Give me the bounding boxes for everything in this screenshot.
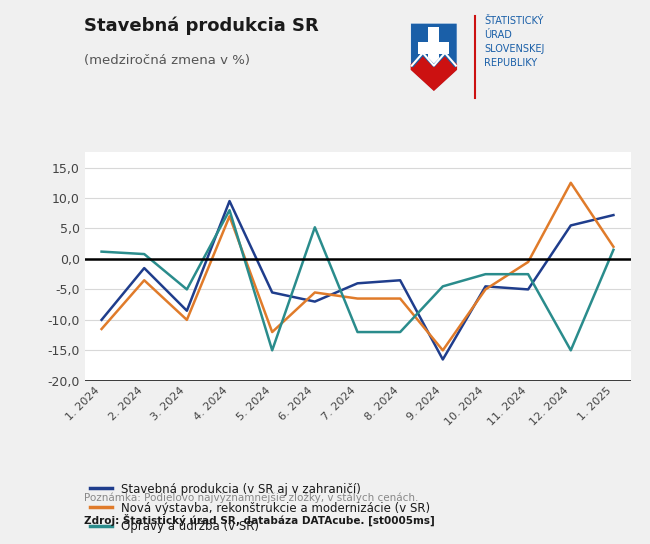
Text: Zdroj: Štatistický úrad SR, databáza DATAcube. [st0005ms]: Zdroj: Štatistický úrad SR, databáza DAT…: [84, 514, 436, 527]
Text: Stavebná produkcia SR: Stavebná produkcia SR: [84, 16, 319, 35]
Text: Poznámka: Podielovo najvýznamnejšie zložky, v stálych cenách.: Poznámka: Podielovo najvýznamnejšie zlož…: [84, 492, 419, 503]
Text: ŠTATISTICKÝ
ÚRAD
SLOVENSKEJ
REPUBLIKY: ŠTATISTICKÝ ÚRAD SLOVENSKEJ REPUBLIKY: [484, 16, 545, 69]
FancyBboxPatch shape: [419, 41, 449, 54]
Text: (medziročná zmena v %): (medziročná zmena v %): [84, 54, 250, 67]
Polygon shape: [411, 23, 457, 91]
FancyBboxPatch shape: [428, 27, 439, 66]
Legend: Stavebná produkcia (v SR aj v zahraničí), Nová výstavba, rekonštrukcie a moderni: Stavebná produkcia (v SR aj v zahraničí)…: [90, 483, 430, 534]
Polygon shape: [411, 54, 457, 91]
